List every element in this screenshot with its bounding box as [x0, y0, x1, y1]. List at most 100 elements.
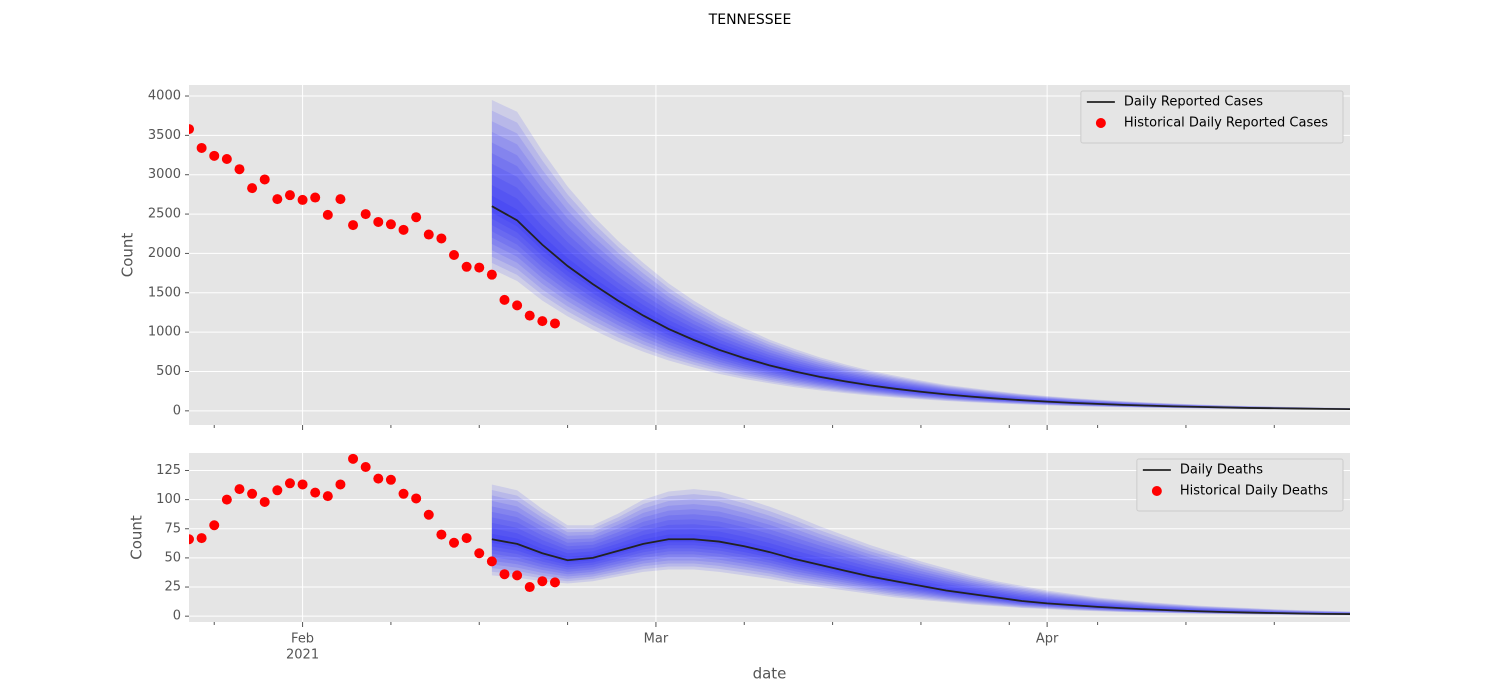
point — [284, 478, 295, 489]
point — [272, 194, 283, 205]
uncertainty-band — [491, 484, 1350, 616]
point — [234, 484, 245, 495]
point — [348, 220, 359, 231]
y-tick-label: 1500 — [148, 285, 181, 300]
point — [549, 318, 560, 329]
point — [259, 496, 270, 507]
point — [449, 537, 460, 548]
point — [348, 453, 359, 464]
plot-area — [189, 85, 1350, 425]
band-layer — [491, 110, 1350, 410]
point — [537, 316, 548, 327]
point — [486, 556, 497, 567]
point — [373, 216, 384, 227]
point — [461, 261, 472, 272]
point — [196, 142, 207, 153]
point — [259, 174, 270, 185]
line — [491, 205, 1350, 411]
y-tick-label: 4000 — [148, 89, 181, 104]
point — [360, 209, 371, 220]
point — [398, 488, 409, 499]
point — [322, 491, 333, 502]
y-tick-label: 2500 — [148, 207, 181, 222]
y-tick-label: 1000 — [148, 325, 181, 340]
point — [310, 192, 321, 203]
band-layer — [491, 506, 1350, 615]
legend-marker — [1151, 486, 1162, 496]
point — [209, 150, 220, 161]
y-tick-label: 500 — [156, 364, 181, 379]
point — [436, 529, 447, 540]
point — [189, 534, 194, 545]
band-layer — [491, 500, 1350, 615]
legend: Daily Deaths Historical Daily Deaths — [1136, 458, 1344, 512]
point — [360, 461, 371, 472]
y-tick-label: 100 — [156, 492, 181, 507]
x-tick-label: Apr — [1036, 632, 1059, 647]
point — [247, 183, 258, 194]
figure-title: TENNESSEE — [708, 12, 792, 28]
point — [474, 262, 485, 273]
band-layer — [491, 495, 1350, 616]
y-tick-label: 3000 — [148, 167, 181, 182]
point — [297, 479, 308, 490]
point — [335, 194, 346, 205]
x-axis-label: date — [753, 665, 787, 683]
point — [196, 533, 207, 544]
band-layer — [491, 489, 1350, 616]
point — [486, 269, 497, 280]
point — [247, 488, 258, 499]
legend-box — [1136, 458, 1344, 512]
y-tick-label: 125 — [156, 463, 181, 478]
point — [436, 233, 447, 244]
y-tick-label: 2000 — [148, 246, 181, 261]
band-layer — [491, 522, 1350, 615]
y-tick-label: 0 — [173, 403, 181, 418]
point — [411, 212, 422, 223]
point — [234, 164, 245, 175]
legend-marker — [1095, 118, 1106, 128]
point — [512, 300, 523, 311]
line — [491, 538, 1350, 615]
point — [524, 310, 535, 321]
point — [524, 582, 535, 593]
point — [449, 250, 460, 260]
y-tick-label: 0 — [173, 609, 181, 624]
point — [512, 570, 523, 581]
point — [499, 294, 510, 305]
point — [398, 224, 409, 235]
point — [423, 229, 434, 240]
y-axis-label: Count — [128, 515, 146, 560]
plot-area — [189, 453, 1350, 622]
legend-label: Historical Daily Reported Cases — [1124, 116, 1328, 131]
point — [423, 509, 434, 520]
band-layer — [491, 163, 1350, 410]
x-tick-label: Feb — [291, 632, 314, 647]
y-tick-label: 3500 — [148, 128, 181, 143]
point — [411, 493, 422, 504]
point — [310, 487, 321, 498]
point — [272, 485, 283, 496]
band-layer — [491, 131, 1350, 410]
y-tick-label: 25 — [164, 580, 181, 595]
point — [385, 219, 396, 230]
point — [385, 474, 396, 485]
y-tick-label: 75 — [164, 521, 181, 536]
y-tick-label: 50 — [164, 550, 181, 565]
point — [221, 153, 232, 164]
point — [537, 576, 548, 587]
legend-box — [1080, 90, 1344, 144]
point — [284, 190, 295, 201]
point — [461, 533, 472, 544]
point — [474, 548, 485, 559]
legend: Daily Reported Cases Historical Daily Rep… — [1080, 90, 1344, 144]
point — [499, 569, 510, 580]
point — [335, 479, 346, 490]
point — [297, 194, 308, 205]
legend-label: Historical Daily Deaths — [1180, 484, 1328, 499]
point — [209, 520, 220, 531]
point — [189, 124, 194, 135]
point — [549, 577, 560, 588]
band-layer — [491, 142, 1350, 410]
